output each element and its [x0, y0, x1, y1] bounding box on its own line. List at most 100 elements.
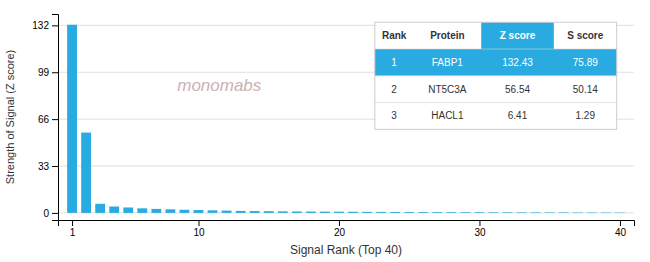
- tick-mark: [52, 166, 58, 167]
- bar: [446, 212, 456, 214]
- y-axis-label: Strength of Signal (Z score): [4, 50, 16, 185]
- bar: [264, 211, 274, 213]
- tick-label: 66: [38, 114, 50, 125]
- bar: [95, 204, 105, 213]
- tick-label: 20: [334, 227, 346, 238]
- grid: [58, 25, 634, 213]
- table-cell: 2: [391, 84, 397, 95]
- tick-mark: [52, 25, 58, 26]
- table-header: Protein: [430, 30, 464, 41]
- tick-mark: [52, 213, 58, 214]
- bar: [503, 212, 513, 214]
- bar: [559, 212, 569, 213]
- table-header: Z score: [500, 30, 536, 41]
- bar: [109, 207, 119, 213]
- tick-mark: [339, 220, 340, 226]
- bar: [601, 212, 611, 213]
- bar: [320, 212, 330, 213]
- tick-label: 1: [70, 227, 76, 238]
- bar: [531, 212, 541, 214]
- bar: [81, 133, 91, 213]
- tick-label: 33: [38, 161, 50, 172]
- table-separator: [375, 49, 617, 50]
- bar: [250, 211, 260, 213]
- table-row-bg: [375, 49, 617, 76]
- tick-mark: [52, 72, 58, 73]
- tick: 1: [70, 220, 76, 238]
- table-cell: 1: [391, 57, 397, 68]
- table-separator: [375, 75, 617, 76]
- bar: [208, 210, 218, 213]
- bar: [460, 212, 470, 214]
- table-cell: NT5C3A: [428, 84, 467, 95]
- tick: 40: [615, 220, 627, 238]
- bar: [376, 211, 386, 213]
- table-cell: 3: [391, 110, 397, 121]
- tick-label: 40: [615, 227, 627, 238]
- bar: [165, 209, 175, 213]
- tick-mark: [72, 220, 73, 226]
- grid-line: [58, 166, 634, 167]
- x-axis: 1 10 20 30 40: [59, 220, 635, 238]
- bar: [222, 211, 232, 213]
- bar: [236, 211, 246, 213]
- table-separator: [375, 102, 617, 103]
- bar: [475, 212, 485, 214]
- table-header-highlight: [481, 22, 554, 49]
- table-row-bg: [375, 103, 617, 130]
- bar: [587, 212, 597, 213]
- bar: [278, 211, 288, 213]
- table-cell: 75.89: [573, 57, 598, 68]
- bar: [573, 212, 583, 213]
- table-cell: 6.41: [508, 110, 528, 121]
- bar: [348, 212, 358, 213]
- x-axis-label: Signal Rank (Top 40): [290, 243, 402, 257]
- bar: [292, 211, 302, 212]
- bars: [67, 25, 625, 213]
- bar: [194, 210, 204, 213]
- tick: 10: [193, 220, 205, 238]
- tick-label: 10: [193, 227, 205, 238]
- tick: 33: [38, 161, 58, 172]
- tick-mark: [620, 220, 621, 226]
- table-cell: 50.14: [573, 84, 598, 95]
- bar: [137, 208, 147, 213]
- bar: [123, 207, 133, 212]
- table-cell: 56.54: [505, 84, 530, 95]
- tick: 66: [38, 114, 58, 125]
- axis-line: [59, 221, 635, 227]
- bar: [151, 209, 161, 213]
- tick-label: 132: [32, 20, 49, 31]
- bar: [67, 25, 77, 213]
- table-header: S score: [567, 30, 604, 41]
- tick-label: 30: [474, 227, 486, 238]
- tick: 30: [474, 220, 486, 238]
- table-cell: 132.43: [502, 57, 533, 68]
- tick: 20: [334, 220, 346, 238]
- bar: [362, 212, 372, 213]
- tick-mark: [479, 220, 480, 226]
- tick: 99: [38, 67, 58, 78]
- annotation: monomabs: [177, 76, 262, 95]
- table-cell: HACL1: [431, 110, 464, 121]
- bar: [517, 212, 527, 214]
- bar: [615, 212, 625, 213]
- chart: 1102030400336699132monomabsRankProteinZ …: [0, 0, 650, 262]
- tick-label: 99: [38, 67, 50, 78]
- bar: [390, 211, 400, 213]
- tick: 0: [43, 208, 58, 219]
- tick: 132: [32, 20, 58, 31]
- bar: [432, 212, 442, 214]
- bar: [404, 212, 414, 214]
- bar: [418, 212, 428, 214]
- table-header-bg: [375, 22, 617, 49]
- plot: 1102030400336699132monomabsRankProteinZ …: [32, 15, 634, 239]
- bar: [180, 210, 190, 213]
- table-row-bg: [375, 76, 617, 103]
- bar: [489, 212, 499, 214]
- axis-line: [52, 15, 59, 221]
- bar: [334, 212, 344, 213]
- table-cell: FABP1: [432, 57, 464, 68]
- table-border: [375, 22, 617, 129]
- y-axis: 0 33 66 99 132: [32, 15, 58, 221]
